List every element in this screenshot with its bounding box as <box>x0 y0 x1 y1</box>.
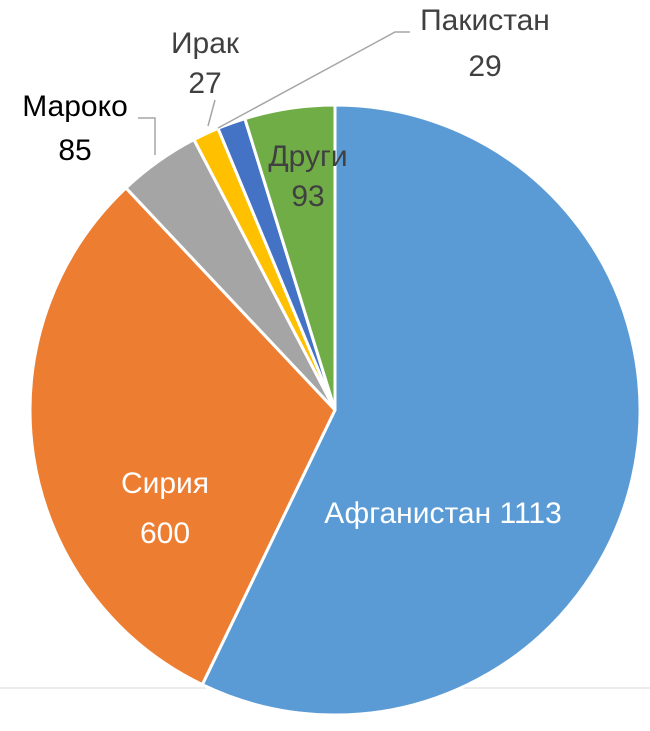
labels: Афганистан 1113 Сирия 600 Мароко 85 Ирак 27 Пак… <box>22 4 562 550</box>
value-label: 29 <box>468 50 501 83</box>
leader-line <box>217 31 410 129</box>
value-label: 93 <box>291 180 324 213</box>
value-label: 27 <box>188 67 221 100</box>
pie-slice <box>28 186 337 687</box>
value-label: 1113 <box>500 497 562 530</box>
category-label: Ирак <box>171 27 240 60</box>
value-label: 600 <box>140 517 190 550</box>
pie-slice <box>200 103 642 717</box>
category-label: Пакистан <box>420 4 550 37</box>
leader-line <box>207 99 216 127</box>
data-label: Афганистан 1113 <box>324 497 562 530</box>
slices <box>28 103 642 717</box>
category-label: Други <box>268 140 347 173</box>
category-label: Сирия <box>121 467 209 500</box>
leader-line <box>138 117 156 155</box>
value-label: 85 <box>58 134 91 167</box>
category-label: Мароко <box>22 90 128 123</box>
pie-slice <box>243 103 337 412</box>
category-label: Афганистан <box>324 497 491 530</box>
